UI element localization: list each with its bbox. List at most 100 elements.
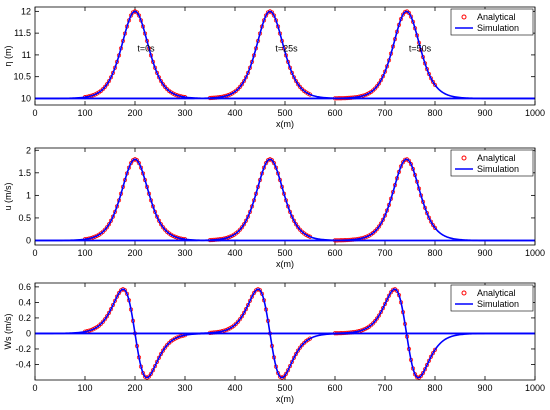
analytical-point [239,225,245,230]
analytical-point [104,314,110,319]
x-tick-label: 600 [327,108,342,118]
analytical-point [160,348,166,353]
analytical-point [293,222,299,227]
analytical-point [241,310,247,315]
x-axis-label: x(m) [276,119,294,129]
x-tick-label: 900 [477,108,492,118]
analytical-point [430,79,436,85]
axes-frame [34,282,536,381]
chart-panel-2: 0 100 200 300 400 500 600 700 800 900 1000 0 0.5 1 1.5… [3,145,545,269]
x-tick-label: 300 [177,248,192,258]
analytical-point [237,317,243,322]
x-tick-label: 1000 [525,383,545,393]
analytical-point [297,345,303,350]
x-tick-label: 1000 [525,248,545,258]
analytical-point [295,82,301,87]
x-tick-label: 500 [277,248,292,258]
x-tick-label: 0 [32,383,37,393]
x-tick-label: 200 [127,108,142,118]
analytical-point [430,222,436,228]
analytical-point [134,158,140,163]
analytical-point [237,227,243,232]
analytical-point [257,288,263,293]
simulation-line-pulse-3 [35,288,535,379]
legend-entry: Analytical [477,288,516,298]
legend-entry: Analytical [477,12,516,22]
legend-entry: Analytical [477,153,516,163]
analytical-point [432,225,438,230]
analytical-point [106,310,112,315]
simulation-line-pulse-3 [35,10,535,100]
y-tick-label: 0 [26,235,31,245]
y-tick-label: 1.5 [18,168,31,178]
analytical-point [239,82,245,87]
analytical-point [374,84,380,89]
analytical-point [418,373,424,379]
analytical-point [293,78,299,84]
legend-marker-icon [461,14,467,20]
analytical-point [104,82,110,87]
x-tick-label: 100 [77,383,92,393]
time-annotation: t=25s [275,43,298,53]
analytical-point [116,290,122,296]
y-tick-label: 1 [26,190,31,200]
y-tick-label: 0.4 [18,297,31,307]
legend-box [450,284,534,312]
analytical-point [376,224,382,229]
analytical-point [239,314,245,319]
analytical-point [158,78,164,84]
legend-marker-icon [461,290,467,296]
analytical-point [251,290,257,296]
y-tick-label: 10.5 [13,72,31,82]
x-tick-label: 300 [177,383,192,393]
legend-box [450,8,534,36]
legend-entry: Simulation [477,299,519,309]
x-tick-label: 500 [277,383,292,393]
analytical-point [100,319,106,324]
analytical-point [102,317,108,322]
x-tick-label: 1000 [525,108,545,118]
x-tick-label: 0 [32,108,37,118]
analytical-point [237,84,243,89]
legend-entry: Simulation [477,164,519,174]
analytical-point [142,374,148,379]
analytical-point [374,227,380,232]
x-tick-label: 300 [177,108,192,118]
y-tick-label: 0 [26,328,31,338]
legend-box [450,149,534,177]
y-axis-label: Ws (m/s) [3,314,13,350]
analytical-point [378,221,384,226]
analytical-point [277,374,283,379]
analytical-point [376,81,382,86]
analytical-point [148,371,154,376]
analytical-point [293,351,299,357]
x-tick-label: 500 [277,108,292,118]
time-annotation: t=50s [409,43,432,53]
analytical-point [160,82,166,87]
x-tick-label: 700 [377,248,392,258]
analytical-point [102,84,108,89]
axes-frame [34,147,536,246]
analytical-point [432,347,438,352]
x-tick-label: 600 [327,383,342,393]
y-tick-label: 11.5 [14,28,31,38]
analytical-point [160,225,166,230]
y-tick-label: 12 [21,6,31,16]
x-tick-label: 200 [127,383,142,393]
x-tick-label: 800 [427,108,442,118]
x-tick-label: 900 [477,383,492,393]
analytical-point [269,158,275,163]
y-tick-label: 0.2 [18,313,31,323]
x-tick-label: 100 [77,248,92,258]
x-tick-label: 0 [32,248,37,258]
analytical-point [122,288,128,293]
analytical-point [283,371,289,376]
x-tick-label: 900 [477,248,492,258]
analytical-point [374,316,380,321]
analytical-point [106,78,112,84]
x-tick-label: 600 [327,248,342,258]
analytical-point [130,158,136,163]
